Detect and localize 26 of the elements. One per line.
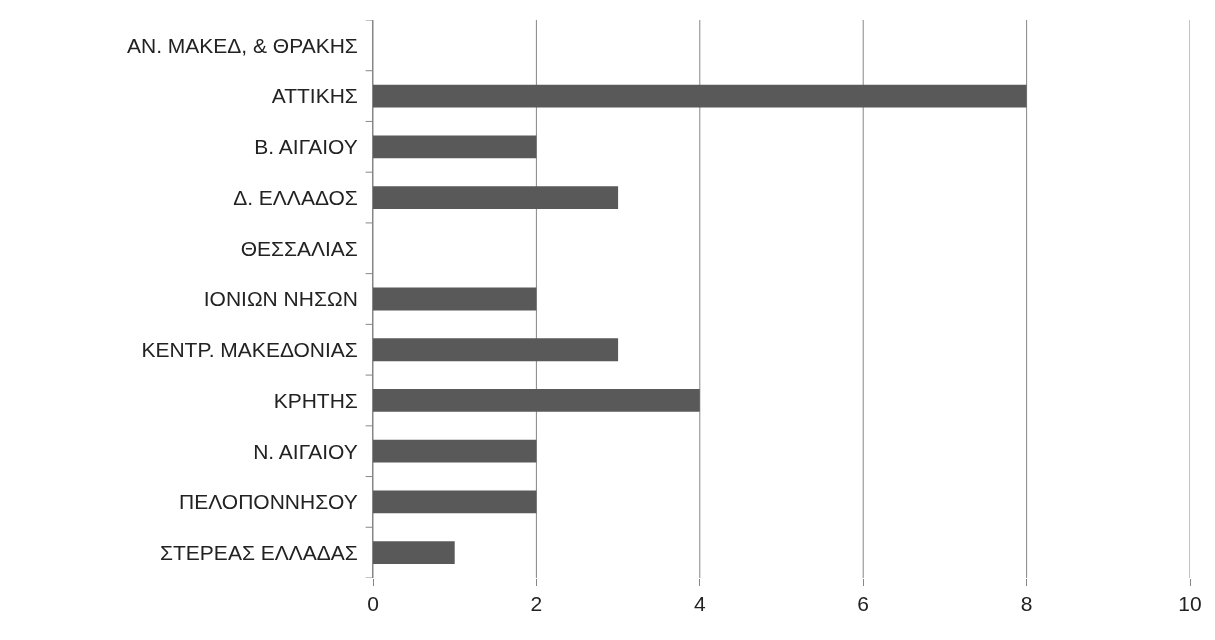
bar — [373, 490, 537, 514]
x-tick-label: 4 — [693, 592, 706, 616]
y-tick-label: ΑΤΤΙΚΗΣ — [271, 84, 358, 108]
bar — [373, 135, 537, 159]
bar — [373, 287, 537, 311]
y-tick-label: Β. ΑΙΓΑΙΟΥ — [254, 135, 358, 159]
bar — [373, 541, 455, 565]
bar — [373, 84, 1027, 108]
y-tick-label: ΚΕΝΤΡ. ΜΑΚΕΔΟΝΙΑΣ — [141, 338, 358, 362]
y-tick-label: ΣΤΕΡΕΑΣ ΕΛΛΑΔΑΣ — [160, 540, 358, 564]
x-tick-label: 8 — [1020, 592, 1033, 616]
y-tick-label: ΚΡΗΤΗΣ — [273, 388, 358, 412]
x-tick-label: 10 — [1178, 592, 1202, 616]
y-tick-label: ΘΕΣΣΑΛΙΑΣ — [240, 236, 358, 260]
y-tick-label: ΙΟΝΙΩΝ ΝΗΣΩΝ — [203, 287, 358, 311]
x-tick-label: 0 — [367, 592, 379, 616]
bar — [373, 439, 537, 463]
bar — [373, 186, 619, 209]
y-tick-label: Ν. ΑΙΓΑΙΟΥ — [253, 439, 358, 463]
bar — [373, 338, 619, 362]
y-tick-label: Δ. ΕΛΛΑΔΟΣ — [233, 185, 358, 209]
y-tick-label: ΑΝ. ΜΑΚΕΔ, & ΘΡΑΚΗΣ — [126, 33, 358, 57]
bar — [373, 389, 700, 412]
x-tick-label: 6 — [857, 592, 870, 616]
x-tick-label: 2 — [530, 592, 543, 616]
y-tick-label: ΠΕΛΟΠΟΝΝΗΣΟΥ — [179, 490, 358, 514]
